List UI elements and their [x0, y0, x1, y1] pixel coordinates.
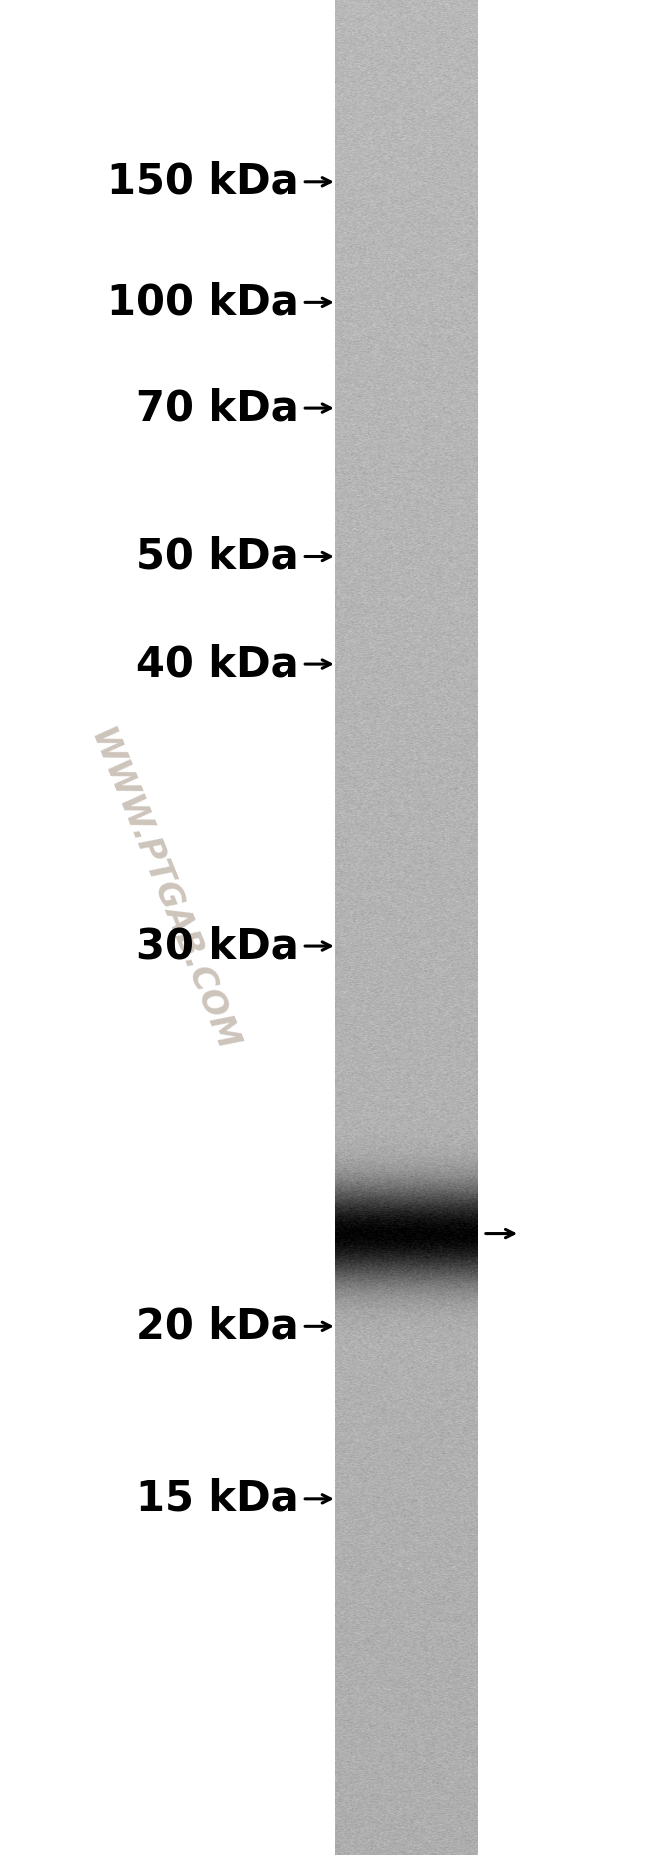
Text: 40 kDa: 40 kDa — [136, 644, 299, 684]
Text: 20 kDa: 20 kDa — [136, 1306, 299, 1347]
Text: 50 kDa: 50 kDa — [136, 536, 299, 577]
Text: 70 kDa: 70 kDa — [136, 388, 299, 429]
Text: 15 kDa: 15 kDa — [136, 1478, 299, 1519]
Text: 150 kDa: 150 kDa — [107, 161, 299, 202]
Text: 30 kDa: 30 kDa — [136, 926, 299, 966]
Text: WWW.PTGAB.COM: WWW.PTGAB.COM — [83, 723, 242, 1057]
Text: 100 kDa: 100 kDa — [107, 282, 299, 323]
